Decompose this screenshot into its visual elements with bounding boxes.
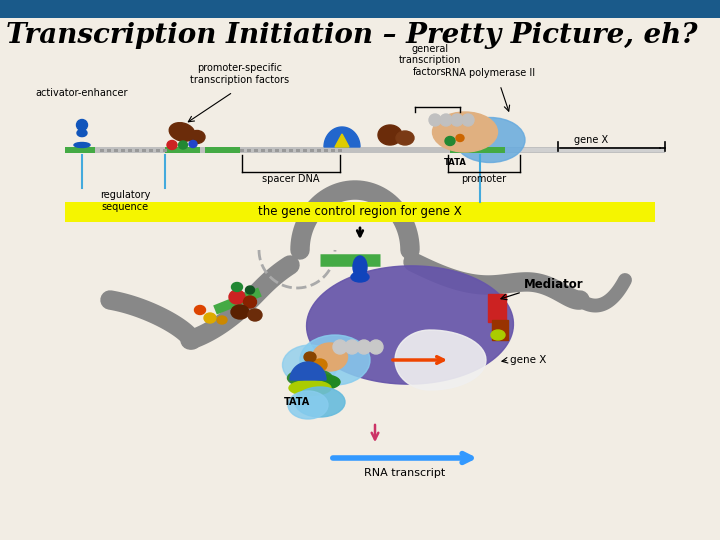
- Bar: [331, 148, 335, 152]
- Bar: [163, 148, 166, 152]
- Ellipse shape: [232, 282, 243, 292]
- Bar: [289, 148, 292, 152]
- Ellipse shape: [74, 143, 90, 147]
- Bar: [156, 148, 160, 152]
- Ellipse shape: [433, 112, 498, 152]
- Circle shape: [440, 114, 452, 126]
- Bar: [450, 147, 505, 153]
- Ellipse shape: [289, 381, 331, 395]
- Ellipse shape: [304, 352, 316, 362]
- Ellipse shape: [282, 345, 338, 385]
- Polygon shape: [395, 330, 486, 390]
- Circle shape: [345, 340, 359, 354]
- Polygon shape: [290, 362, 326, 380]
- Ellipse shape: [248, 309, 262, 321]
- Bar: [128, 148, 132, 152]
- Bar: [338, 148, 341, 152]
- Text: Transcription Initiation – Pretty Picture, eh?: Transcription Initiation – Pretty Pictur…: [6, 22, 698, 49]
- Ellipse shape: [313, 359, 327, 371]
- Bar: [282, 148, 286, 152]
- Bar: [65, 147, 665, 153]
- Polygon shape: [324, 127, 360, 147]
- Text: spacer DNA: spacer DNA: [262, 174, 320, 184]
- Circle shape: [369, 340, 383, 354]
- Ellipse shape: [189, 131, 205, 144]
- Ellipse shape: [288, 391, 328, 419]
- Text: the gene control region for gene X: the gene control region for gene X: [258, 206, 462, 219]
- Text: Mediator: Mediator: [524, 279, 584, 292]
- Ellipse shape: [189, 140, 197, 147]
- Ellipse shape: [455, 118, 525, 163]
- Ellipse shape: [300, 335, 370, 385]
- Bar: [100, 148, 104, 152]
- Circle shape: [429, 114, 441, 126]
- Ellipse shape: [353, 256, 367, 278]
- Bar: [65, 202, 655, 222]
- Text: regulatory
sequence: regulatory sequence: [100, 190, 150, 212]
- Bar: [107, 148, 110, 152]
- Ellipse shape: [76, 119, 88, 131]
- Bar: [317, 148, 320, 152]
- Text: RNA transcript: RNA transcript: [364, 468, 446, 478]
- Ellipse shape: [456, 134, 464, 141]
- Circle shape: [451, 114, 463, 126]
- Ellipse shape: [491, 330, 505, 340]
- Bar: [275, 148, 279, 152]
- Ellipse shape: [229, 290, 245, 304]
- Ellipse shape: [167, 140, 177, 150]
- Text: gene X: gene X: [510, 355, 546, 365]
- Text: TATA: TATA: [444, 158, 467, 167]
- Bar: [121, 148, 125, 152]
- Text: TATA: TATA: [284, 397, 310, 407]
- Bar: [135, 148, 138, 152]
- Ellipse shape: [231, 305, 249, 319]
- Ellipse shape: [169, 123, 195, 141]
- Bar: [114, 148, 117, 152]
- Polygon shape: [307, 266, 513, 384]
- Bar: [254, 148, 258, 152]
- Bar: [303, 148, 307, 152]
- Ellipse shape: [295, 387, 345, 417]
- Text: promoter-specific
transcription factors: promoter-specific transcription factors: [190, 63, 289, 85]
- Ellipse shape: [351, 272, 369, 282]
- Circle shape: [333, 340, 347, 354]
- Circle shape: [357, 340, 371, 354]
- Ellipse shape: [378, 125, 402, 145]
- Ellipse shape: [217, 316, 227, 324]
- Ellipse shape: [194, 306, 205, 314]
- Ellipse shape: [179, 141, 187, 149]
- Bar: [505, 148, 665, 152]
- Text: RNA polymerase II: RNA polymerase II: [445, 68, 535, 78]
- Text: promoter: promoter: [462, 174, 507, 184]
- Bar: [165, 147, 200, 153]
- Bar: [65, 147, 95, 153]
- Text: gene X: gene X: [574, 135, 608, 145]
- Polygon shape: [77, 130, 87, 137]
- Ellipse shape: [396, 131, 414, 145]
- Bar: [310, 148, 313, 152]
- Ellipse shape: [243, 296, 256, 308]
- Ellipse shape: [204, 313, 216, 323]
- Text: activator-enhancer: activator-enhancer: [36, 88, 128, 98]
- Polygon shape: [335, 134, 349, 147]
- Bar: [261, 148, 264, 152]
- Bar: [268, 148, 271, 152]
- Bar: [324, 148, 328, 152]
- Bar: [0, 0, 720, 18]
- Bar: [492, 320, 508, 340]
- Bar: [142, 148, 145, 152]
- Bar: [488, 294, 506, 322]
- Text: general
transcription
factors: general transcription factors: [399, 44, 462, 77]
- Bar: [247, 148, 251, 152]
- Bar: [240, 148, 243, 152]
- Circle shape: [462, 114, 474, 126]
- Ellipse shape: [246, 286, 254, 294]
- Ellipse shape: [310, 375, 340, 389]
- Ellipse shape: [445, 137, 455, 145]
- Bar: [296, 148, 300, 152]
- Bar: [205, 147, 240, 153]
- Ellipse shape: [287, 369, 333, 387]
- Ellipse shape: [312, 343, 348, 371]
- Bar: [149, 148, 153, 152]
